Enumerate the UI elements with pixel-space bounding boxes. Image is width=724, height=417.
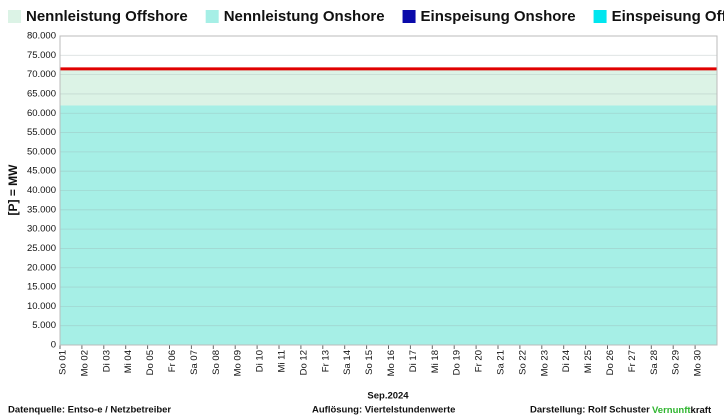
y-tick-label: 35.000: [27, 204, 56, 215]
x-tick-label: Di 03: [101, 350, 112, 372]
y-tick-label: 10.000: [27, 301, 56, 312]
x-tick-label: Sa 07: [189, 350, 200, 375]
footer-source: Datenquelle: Entso-e / Netzbetreiber: [8, 405, 171, 416]
legend-swatch: [8, 10, 21, 23]
x-tick-label: Mo 09: [233, 350, 244, 376]
y-tick-label: 50.000: [27, 146, 56, 157]
footer-resolution: Auflösung: Viertelstundenwerte: [312, 405, 455, 416]
x-axis-title: Sep.2024: [367, 391, 409, 402]
x-tick-label: Di 10: [255, 350, 266, 372]
x-tick-label: Mo 23: [539, 350, 550, 376]
x-tick-label: Mi 11: [277, 350, 288, 373]
x-tick-label: Mi 04: [123, 350, 134, 373]
x-tick-label: Mo 02: [79, 350, 90, 376]
y-tick-label: 75.000: [27, 50, 56, 61]
x-tick-label: So 01: [58, 350, 69, 375]
area: [60, 105, 717, 346]
y-tick-label: 0: [51, 340, 56, 351]
x-tick-label: Do 19: [452, 350, 463, 375]
x-tick-label: Fr 27: [627, 350, 638, 372]
x-tick-label: Di 24: [561, 350, 572, 372]
y-tick-label: 80.000: [27, 31, 56, 42]
y-tick-label: 45.000: [27, 166, 56, 177]
y-axis-title: [P] = MW: [6, 164, 20, 216]
x-tick-label: Di 17: [408, 350, 419, 372]
brand-part: Vernunft: [652, 405, 691, 416]
x-tick-label: Mi 18: [430, 350, 441, 373]
legend-swatch: [205, 10, 219, 23]
x-tick-label: So 22: [517, 350, 528, 375]
y-tick-label: 40.000: [27, 185, 56, 196]
x-tick-label: Do 05: [145, 350, 156, 375]
x-tick-label: Do 12: [298, 350, 309, 375]
x-tick-label: Do 26: [605, 350, 616, 375]
x-tick-label: Sa 14: [342, 350, 353, 375]
x-tick-label: Fr 13: [320, 350, 331, 372]
brand-part: kraft: [691, 405, 712, 416]
y-tick-label: 60.000: [27, 108, 56, 119]
y-tick-label: 15.000: [27, 282, 56, 293]
legend-label: Einspeisung Offshore: [612, 8, 724, 25]
legend-label: Einspeisung Onshore: [421, 8, 576, 25]
x-tick-label: Mi 25: [583, 350, 594, 373]
y-tick-label: 65.000: [27, 88, 56, 99]
y-tick-label: 25.000: [27, 243, 56, 254]
legend-swatch: [402, 10, 416, 23]
x-tick-label: Sa 21: [496, 350, 507, 375]
x-tick-label: Sa 28: [649, 350, 660, 375]
y-tick-label: 30.000: [27, 224, 56, 235]
plot-frame: [59, 35, 718, 346]
area: [60, 68, 717, 106]
footer-author: Darstellung: Rolf Schuster: [530, 405, 650, 416]
x-tick-label: So 08: [211, 350, 222, 375]
y-tick-label: 5.000: [32, 320, 56, 331]
x-tick-label: Mo 30: [693, 350, 704, 376]
legend-label: Nennleistung Onshore: [224, 8, 385, 25]
plot-area: [60, 36, 717, 346]
x-tick-label: Fr 20: [474, 350, 485, 372]
x-tick-label: Fr 06: [167, 350, 178, 372]
x-tick-label: Mo 16: [386, 350, 397, 376]
x-tick-label: So 15: [364, 350, 375, 375]
legend-label: Nennleistung Offshore: [26, 8, 188, 25]
y-tick-label: 20.000: [27, 262, 56, 273]
y-tick-label: 55.000: [27, 127, 56, 138]
legend-swatch: [593, 10, 607, 23]
y-tick-label: 70.000: [27, 69, 56, 80]
footer-brand: Vernunftkraft: [652, 405, 712, 416]
x-tick-label: So 29: [671, 350, 682, 375]
